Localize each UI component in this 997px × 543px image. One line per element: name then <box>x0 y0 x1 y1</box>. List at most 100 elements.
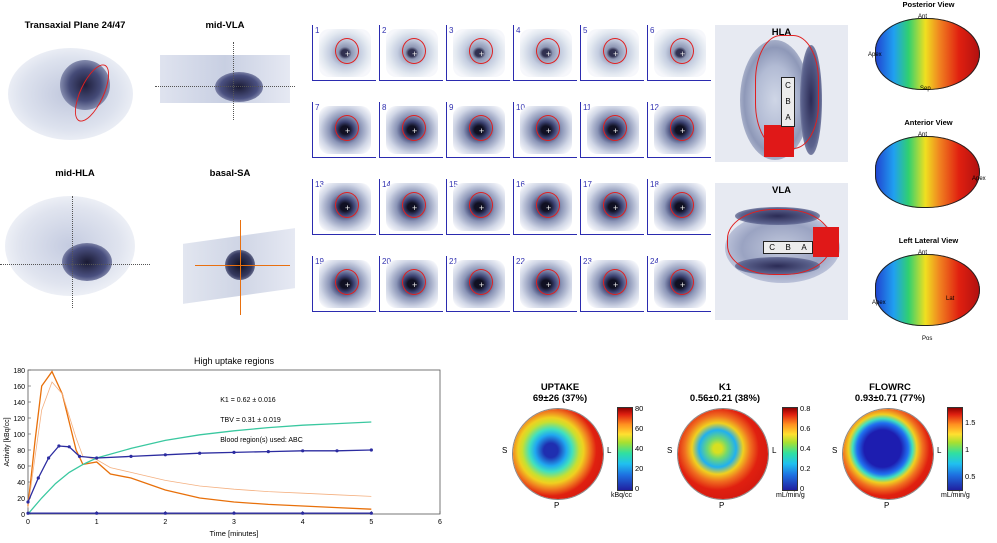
slice-tile[interactable]: 3 + <box>446 25 510 81</box>
polar-map-title: UPTAKE <box>540 382 580 393</box>
slice-tile[interactable]: 22 + <box>513 256 577 312</box>
center-marker: + <box>613 280 619 290</box>
slice-tile[interactable]: 18 + <box>647 179 711 235</box>
x-tick-label: 6 <box>438 519 442 526</box>
slice-number: 9 <box>449 103 454 112</box>
data-point <box>232 450 236 454</box>
x-tick-label: 5 <box>369 519 373 526</box>
y-tick-label: 100 <box>13 432 25 439</box>
slice-tile[interactable]: 2 + <box>379 25 443 81</box>
x-tick-label: 4 <box>301 519 305 526</box>
y-tick-label: 0 <box>21 512 25 519</box>
myocardium-contour <box>536 192 560 218</box>
slice-tile[interactable]: 8 + <box>379 102 443 158</box>
center-marker: + <box>412 203 418 213</box>
myocardium-contour <box>335 38 359 64</box>
myocardium-contour <box>536 115 560 141</box>
colorbar-tick: 80 <box>635 404 644 413</box>
center-marker: + <box>613 126 619 136</box>
colorbar-tick: 0 <box>635 484 640 493</box>
vla-segment-a: A <box>801 243 807 252</box>
slice-tile[interactable]: 14 + <box>379 179 443 235</box>
slice-tile[interactable]: 5 + <box>580 25 644 81</box>
y-tick-label: 140 <box>13 400 25 407</box>
slice-tile[interactable]: 13 + <box>312 179 376 235</box>
data-point <box>26 511 30 515</box>
polar-map-septal-label: S <box>502 446 508 455</box>
myocardium-contour <box>469 192 493 218</box>
transaxial-panel: Transaxial Plane 24/47 <box>0 20 150 150</box>
slice-tile[interactable]: 7 + <box>312 102 376 158</box>
slice-tile[interactable]: 12 + <box>647 102 711 158</box>
data-point <box>232 511 236 515</box>
myocardium-contour <box>670 192 694 218</box>
render-view-title: Posterior View <box>902 0 955 9</box>
data-point <box>163 453 167 457</box>
slice-tile[interactable]: 6 + <box>647 25 711 81</box>
slice-number: 8 <box>382 103 387 112</box>
slice-number: 14 <box>382 180 391 189</box>
vla-title: VLA <box>772 185 791 196</box>
slice-number: 6 <box>650 26 655 35</box>
activity-chart-svg: High uptake regions020406080100120140160… <box>4 356 442 538</box>
data-point <box>301 449 305 453</box>
slice-number: 20 <box>382 257 391 266</box>
polar-map[interactable] <box>513 409 603 499</box>
render-view-orientation-label: Pos <box>922 336 933 342</box>
slice-tile[interactable]: 21 + <box>446 256 510 312</box>
activity-chart: High uptake regions 0 20 40 60 80 100 120 140 160… <box>0 352 455 538</box>
center-marker: + <box>479 126 485 136</box>
x-tick-label: 3 <box>232 519 236 526</box>
slice-tile[interactable]: 1 + <box>312 25 376 81</box>
polar-map-unit: mL/min/g <box>941 492 970 499</box>
mid-hla-title: mid-HLA <box>55 168 95 179</box>
vla-segment-b: B <box>785 243 791 252</box>
slice-tile[interactable]: 15 + <box>446 179 510 235</box>
data-point <box>95 456 99 460</box>
polar-map-colorbar <box>782 407 798 491</box>
plot-area <box>27 369 441 515</box>
slice-tile[interactable]: 17 + <box>580 179 644 235</box>
x-tick-label: 1 <box>95 519 99 526</box>
render-view: Posterior View Ant Apex Sep <box>860 0 997 115</box>
polar-map-stat: 69±26 (37%) <box>532 393 588 404</box>
center-marker: + <box>546 126 552 136</box>
polar-map-septal-label: S <box>667 446 673 455</box>
hla-segment-b: B <box>785 97 791 106</box>
slice-number: 21 <box>449 257 458 266</box>
slice-tile[interactable]: 16 + <box>513 179 577 235</box>
slice-tile[interactable]: 11 + <box>580 102 644 158</box>
polar-map[interactable] <box>678 409 768 499</box>
slice-tile[interactable]: 4 + <box>513 25 577 81</box>
data-point <box>369 448 373 452</box>
slice-number: 11 <box>583 103 592 112</box>
slice-tile[interactable]: 24 + <box>647 256 711 312</box>
data-point <box>369 511 373 515</box>
render-view-title: Left Lateral View <box>898 236 959 245</box>
colorbar-tick: 0 <box>800 484 805 493</box>
colorbar-tick: 0.4 <box>800 444 811 453</box>
slice-tile[interactable]: 23 + <box>580 256 644 312</box>
colorbar-tick: 1 <box>965 445 970 454</box>
myocardium-contour <box>670 38 694 64</box>
data-point <box>198 451 202 455</box>
data-point <box>266 450 270 454</box>
center-marker: + <box>613 203 619 213</box>
slice-tile[interactable]: 20 + <box>379 256 443 312</box>
mid-hla-panel: mid-HLA <box>0 168 150 308</box>
center-marker: + <box>345 126 351 136</box>
mid-vla-panel: mid-VLA <box>155 20 295 120</box>
slice-tile[interactable]: 19 + <box>312 256 376 312</box>
myocardium-contour <box>670 115 694 141</box>
slice-tile[interactable]: 10 + <box>513 102 577 158</box>
series-line <box>27 370 372 510</box>
slice-tile[interactable]: 9 + <box>446 102 510 158</box>
polar-map[interactable] <box>843 409 933 499</box>
polar-map-unit: mL/min/g <box>776 492 805 499</box>
render-view-orientation-label: Apex <box>872 300 886 306</box>
slice-number: 24 <box>650 257 659 266</box>
polar-map-colorbar <box>947 407 963 491</box>
myocardium-contour <box>536 38 560 64</box>
